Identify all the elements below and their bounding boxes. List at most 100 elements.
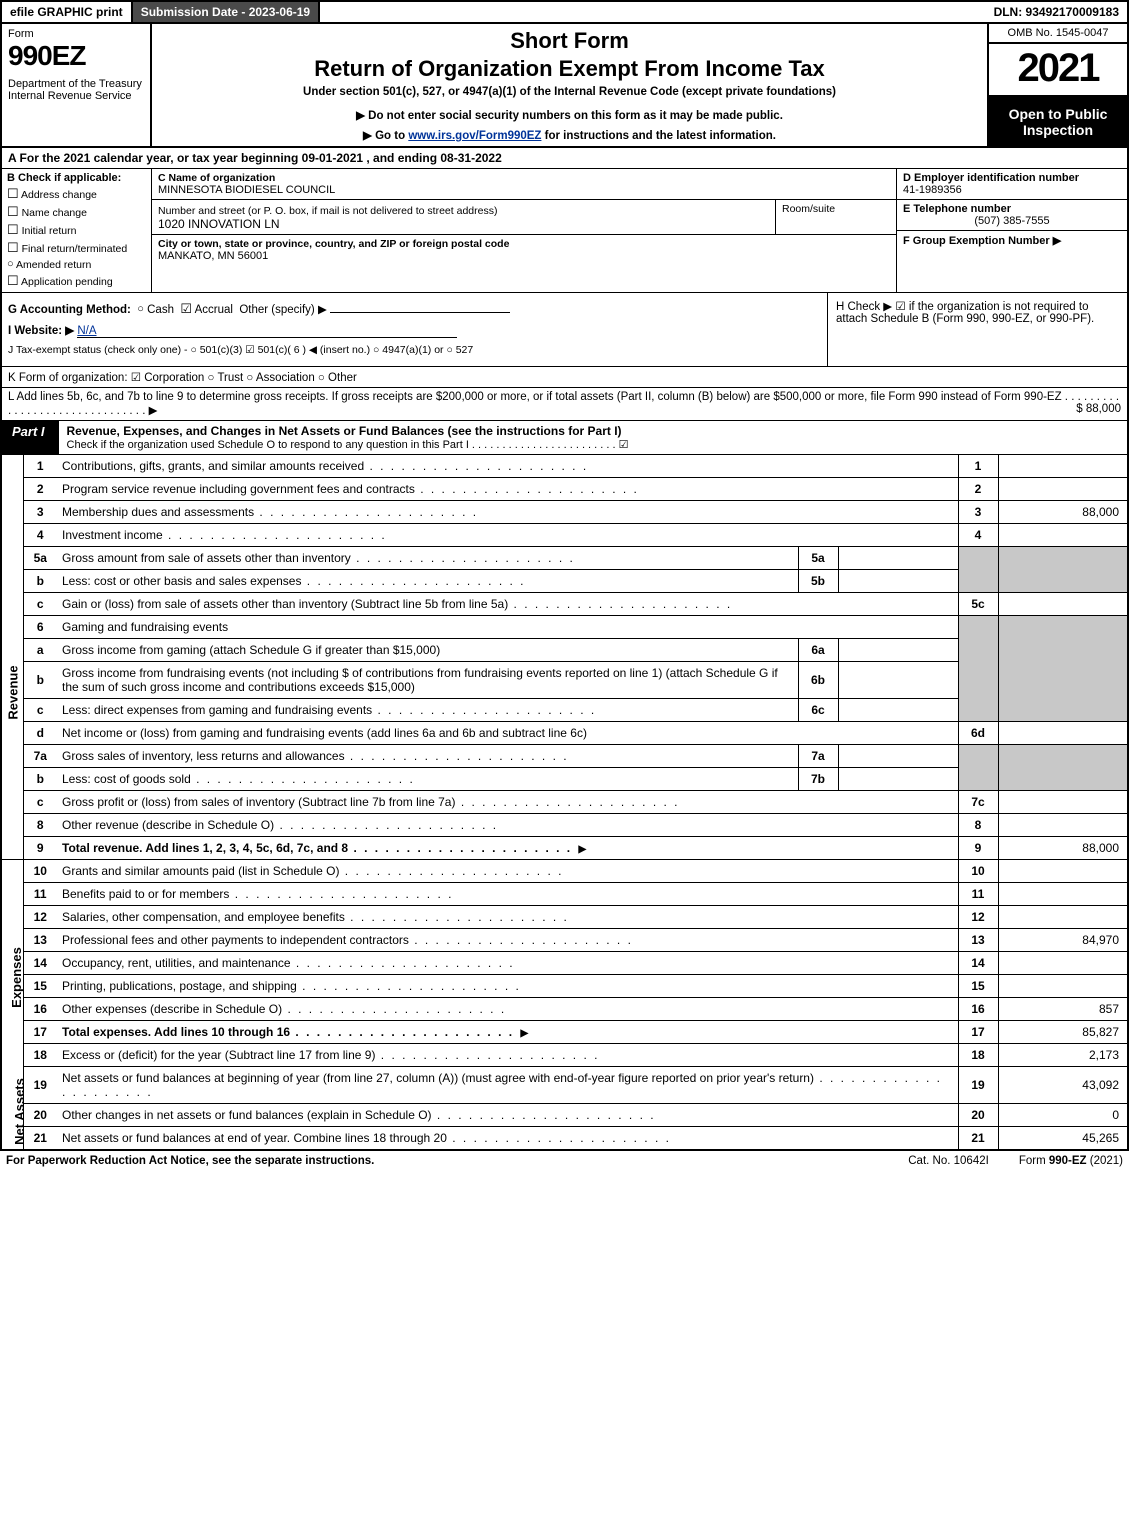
line-desc: Less: cost or other basis and sales expe…	[57, 570, 798, 593]
website-link[interactable]: N/A	[77, 325, 457, 338]
table-row: 12 Salaries, other compensation, and emp…	[1, 906, 1128, 929]
line-desc: Less: cost of goods sold	[57, 768, 798, 791]
line-no: 17	[23, 1021, 57, 1044]
footer-right-pre: Form	[1019, 1155, 1049, 1167]
chk-initial-return[interactable]: Initial return	[7, 222, 146, 238]
block-b-to-f: B Check if applicable: Address change Na…	[0, 169, 1129, 293]
chk-amended-return[interactable]: Amended return	[7, 258, 146, 271]
table-row: 19 Net assets or fund balances at beginn…	[1, 1067, 1128, 1104]
chk-application-pending[interactable]: Application pending	[7, 273, 146, 289]
line-no: 11	[23, 883, 57, 906]
num-col: 6d	[958, 722, 998, 745]
desc-text: Gross sales of inventory, less returns a…	[62, 749, 345, 763]
desc-text: Other expenses (describe in Schedule O)	[62, 1002, 282, 1016]
city-label: City or town, state or province, country…	[158, 238, 509, 250]
header-right: OMB No. 1545-0047 2021 Open to Public In…	[987, 24, 1127, 146]
sub-no: 6c	[798, 699, 838, 722]
sub-no: 5b	[798, 570, 838, 593]
addr-value: 1020 INNOVATION LN	[158, 217, 280, 231]
desc-text: Printing, publications, postage, and shi…	[62, 979, 297, 993]
amount-col	[998, 791, 1128, 814]
sub-no: 6b	[798, 662, 838, 699]
main-title: Return of Organization Exempt From Incom…	[160, 56, 979, 82]
sub-val	[838, 547, 958, 570]
side-label-text: Net Assets	[12, 1078, 27, 1145]
table-row: d Net income or (loss) from gaming and f…	[1, 722, 1128, 745]
chk-name-change[interactable]: Name change	[7, 204, 146, 220]
amount-col: 43,092	[998, 1067, 1128, 1104]
g-other-line[interactable]	[330, 312, 510, 313]
radio-icon[interactable]	[137, 304, 144, 316]
line-no: 13	[23, 929, 57, 952]
num-col: 4	[958, 524, 998, 547]
checkbox-icon	[7, 225, 19, 237]
amount-col: 2,173	[998, 1044, 1128, 1067]
chk-label: Initial return	[22, 225, 77, 237]
footer-left: For Paperwork Reduction Act Notice, see …	[6, 1155, 878, 1167]
desc-text: Total revenue. Add lines 1, 2, 3, 4, 5c,…	[62, 841, 348, 855]
desc-text: Professional fees and other payments to …	[62, 933, 409, 947]
line-desc: Gross amount from sale of assets other t…	[57, 547, 798, 570]
g-accrual: Accrual	[195, 304, 233, 316]
side-revenue: Revenue	[1, 455, 23, 837]
sub-no: 7b	[798, 768, 838, 791]
footer-right-post: (2021)	[1087, 1155, 1123, 1167]
line-desc: Gross profit or (loss) from sales of inv…	[57, 791, 958, 814]
line-no: 6	[23, 616, 57, 639]
amount-col: 88,000	[998, 837, 1128, 860]
desc-text: Program service revenue including govern…	[62, 482, 415, 496]
num-col: 14	[958, 952, 998, 975]
line-no: b	[23, 768, 57, 791]
checkbox-icon	[7, 189, 19, 201]
org-name: MINNESOTA BIODIESEL COUNCIL	[158, 184, 335, 196]
table-row: 8 Other revenue (describe in Schedule O)…	[1, 814, 1128, 837]
check-icon[interactable]	[180, 304, 192, 316]
line-no: 18	[23, 1044, 57, 1067]
amount-col	[998, 722, 1128, 745]
desc-text: Salaries, other compensation, and employ…	[62, 910, 345, 924]
side-empty	[1, 837, 23, 860]
line-no: b	[23, 662, 57, 699]
desc-text: Net assets or fund balances at beginning…	[62, 1071, 814, 1085]
row-l-amount: $ 88,000	[1076, 403, 1121, 415]
line-desc: Salaries, other compensation, and employ…	[57, 906, 958, 929]
num-col: 20	[958, 1104, 998, 1127]
amount-col	[998, 814, 1128, 837]
line-no: 20	[23, 1104, 57, 1127]
addr-left: Number and street (or P. O. box, if mail…	[152, 200, 776, 234]
line-desc: Net assets or fund balances at end of ye…	[57, 1127, 958, 1151]
table-row: 20 Other changes in net assets or fund b…	[1, 1104, 1128, 1127]
desc-text: Grants and similar amounts paid (list in…	[62, 864, 339, 878]
j-tax-exempt: J Tax-exempt status (check only one) - ○…	[8, 344, 821, 356]
arrow-icon	[517, 1025, 528, 1039]
desc-text: Contributions, gifts, grants, and simila…	[62, 459, 364, 473]
table-row: 5a Gross amount from sale of assets othe…	[1, 547, 1128, 570]
line-no: 10	[23, 860, 57, 883]
part-1-header: Part I Revenue, Expenses, and Changes in…	[0, 421, 1129, 455]
table-row: 3 Membership dues and assessments 3 88,0…	[1, 501, 1128, 524]
irs-link[interactable]: www.irs.gov/Form990EZ	[408, 130, 541, 142]
desc-text: Less: direct expenses from gaming and fu…	[62, 703, 372, 717]
sub-no: 6a	[798, 639, 838, 662]
line-desc: Program service revenue including govern…	[57, 478, 958, 501]
h-check: H Check ▶ ☑ if the organization is not r…	[827, 293, 1127, 366]
form-word: Form	[8, 28, 144, 40]
ein-label: D Employer identification number	[903, 172, 1079, 184]
sub-val	[838, 768, 958, 791]
i-website: I Website: ▶ N/A	[8, 323, 821, 338]
table-row: 9 Total revenue. Add lines 1, 2, 3, 4, 5…	[1, 837, 1128, 860]
line-no: 14	[23, 952, 57, 975]
footer-right: Form 990-EZ (2021)	[1019, 1155, 1123, 1167]
phone-value: (507) 385-7555	[903, 215, 1121, 227]
desc-text: Gain or (loss) from sale of assets other…	[62, 597, 508, 611]
num-col: 5c	[958, 593, 998, 616]
header-center: Short Form Return of Organization Exempt…	[152, 24, 987, 146]
chk-address-change[interactable]: Address change	[7, 186, 146, 202]
chk-final-return[interactable]: Final return/terminated	[7, 240, 146, 256]
row-k: K Form of organization: ☑ Corporation ○ …	[0, 367, 1129, 388]
line-desc: Grants and similar amounts paid (list in…	[57, 860, 958, 883]
efile-label[interactable]: efile GRAPHIC print	[2, 2, 133, 22]
line-desc: Excess or (deficit) for the year (Subtra…	[57, 1044, 958, 1067]
sub-val	[838, 570, 958, 593]
amount-col	[998, 860, 1128, 883]
